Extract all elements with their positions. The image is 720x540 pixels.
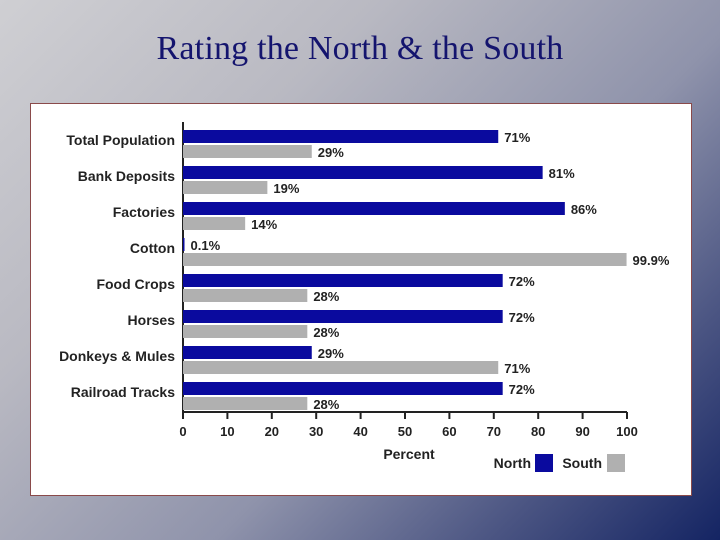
bar-north-cotton xyxy=(183,238,185,251)
data-label-north-bank-deposits: 81% xyxy=(549,166,575,181)
x-tick-label-20: 20 xyxy=(265,424,279,439)
data-label-south-railroad-tracks: 28% xyxy=(313,397,339,412)
x-axis-title: Percent xyxy=(383,446,435,462)
category-label-total-population: Total Population xyxy=(66,132,175,148)
category-label-railroad-tracks: Railroad Tracks xyxy=(71,384,175,400)
bar-north-horses xyxy=(183,310,503,323)
chart-panel: Total Population 71% 29% Bank Deposits 81% 19… xyxy=(30,103,692,496)
bar-south-total-population xyxy=(183,145,312,158)
bar-south-cotton xyxy=(183,253,627,266)
category-label-factories: Factories xyxy=(113,204,175,220)
x-tick-label-90: 90 xyxy=(575,424,589,439)
data-label-north-cotton: 0.1% xyxy=(191,238,221,253)
category-label-bank-deposits: Bank Deposits xyxy=(78,168,175,184)
x-tick-label-50: 50 xyxy=(398,424,412,439)
x-tick-label-100: 100 xyxy=(616,424,638,439)
category-label-horses: Horses xyxy=(128,312,176,328)
data-label-south-horses: 28% xyxy=(313,325,339,340)
category-label-donkeys-mules: Donkeys & Mules xyxy=(59,348,175,364)
data-label-north-factories: 86% xyxy=(571,202,597,217)
bar-chart: Total Population 71% 29% Bank Deposits 81% 19… xyxy=(59,122,670,472)
x-tick-label-40: 40 xyxy=(353,424,367,439)
bar-north-total-population xyxy=(183,130,499,143)
category-label-cotton: Cotton xyxy=(130,240,175,256)
bar-south-donkeys-mules xyxy=(183,361,499,374)
legend-label-north: North xyxy=(494,455,531,471)
category-label-food-crops: Food Crops xyxy=(96,276,175,292)
bar-south-bank-deposits xyxy=(183,181,268,194)
bar-north-factories xyxy=(183,202,565,215)
bar-south-horses xyxy=(183,325,308,338)
data-label-north-horses: 72% xyxy=(509,310,535,325)
data-label-south-total-population: 29% xyxy=(318,145,344,160)
data-label-north-railroad-tracks: 72% xyxy=(509,382,535,397)
data-label-south-bank-deposits: 19% xyxy=(273,181,299,196)
x-tick-label-70: 70 xyxy=(487,424,501,439)
x-tick-label-0: 0 xyxy=(179,424,186,439)
data-label-north-total-population: 71% xyxy=(504,130,530,145)
data-label-south-factories: 14% xyxy=(251,217,277,232)
bar-north-bank-deposits xyxy=(183,166,543,179)
x-tick-label-80: 80 xyxy=(531,424,545,439)
data-label-south-food-crops: 28% xyxy=(313,289,339,304)
legend-swatch-north xyxy=(535,454,553,472)
data-label-north-food-crops: 72% xyxy=(509,274,535,289)
x-tick-label-30: 30 xyxy=(309,424,323,439)
legend-label-south: South xyxy=(562,455,602,471)
x-tick-label-60: 60 xyxy=(442,424,456,439)
bar-north-food-crops xyxy=(183,274,503,287)
bar-north-donkeys-mules xyxy=(183,346,312,359)
bar-north-railroad-tracks xyxy=(183,382,503,395)
slide-title: Rating the North & the South xyxy=(156,30,564,67)
data-label-south-donkeys-mules: 71% xyxy=(504,361,530,376)
data-label-south-cotton: 99.9% xyxy=(633,253,670,268)
bar-south-food-crops xyxy=(183,289,308,302)
legend-swatch-south xyxy=(607,454,625,472)
bar-south-factories xyxy=(183,217,246,230)
bar-south-railroad-tracks xyxy=(183,397,308,410)
x-tick-label-10: 10 xyxy=(220,424,234,439)
data-label-north-donkeys-mules: 29% xyxy=(318,346,344,361)
